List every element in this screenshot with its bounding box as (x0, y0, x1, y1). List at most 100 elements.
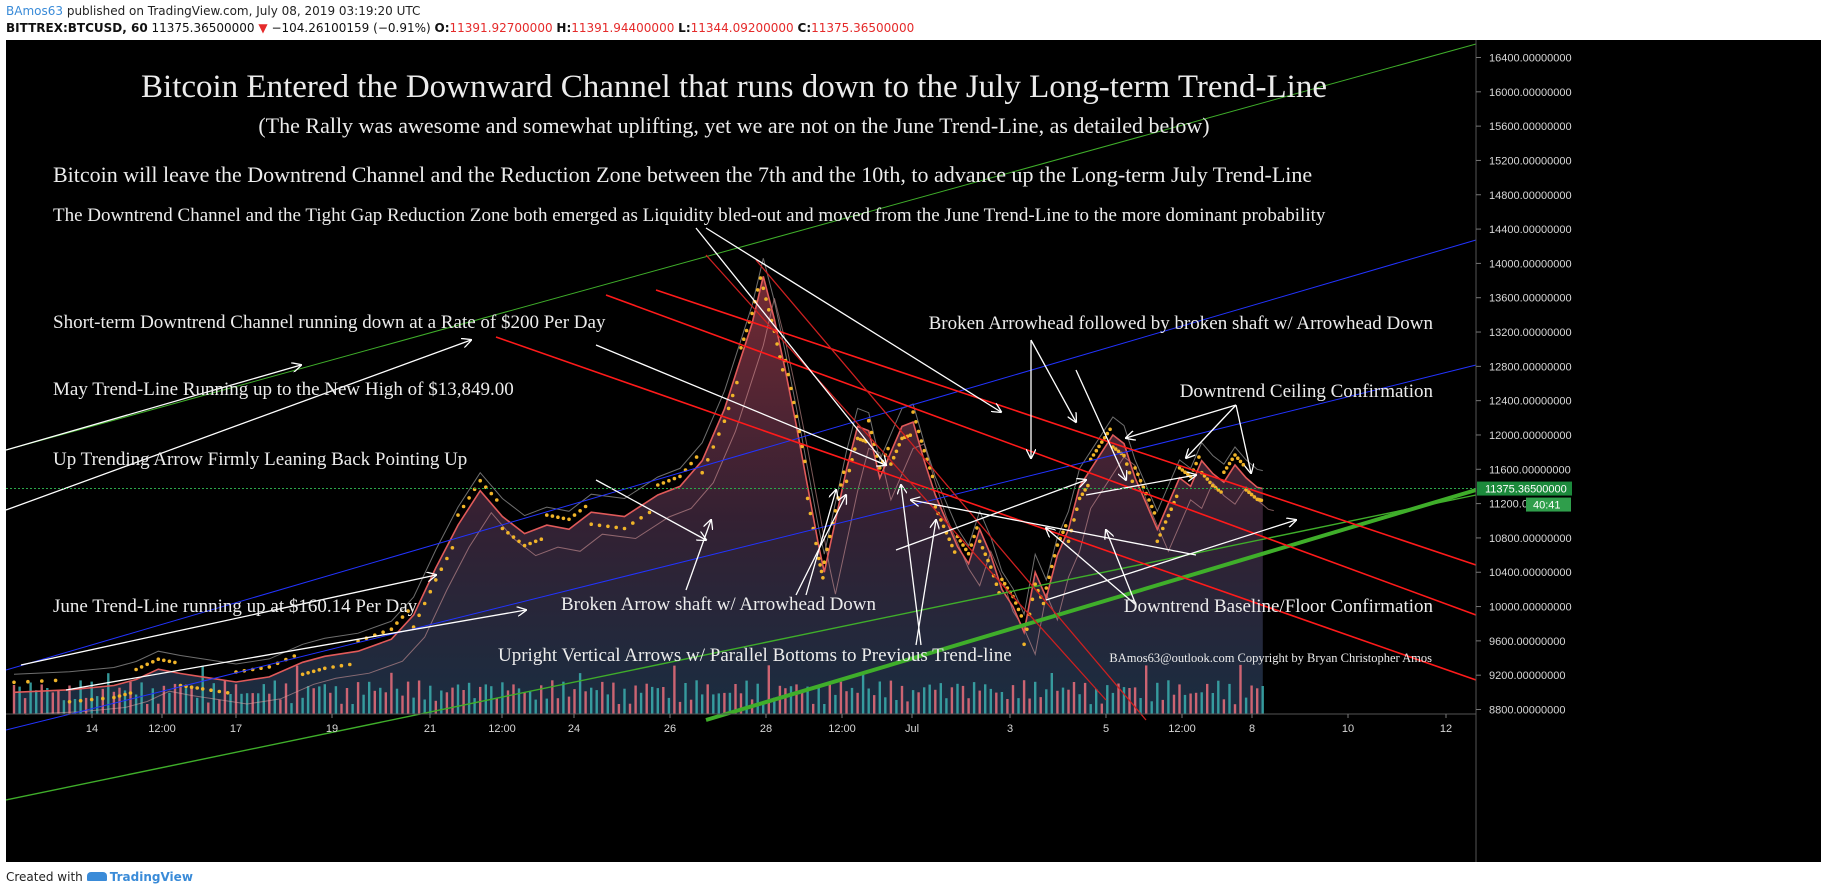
volume-bar (445, 692, 449, 714)
trend-line (495, 336, 1477, 681)
indicator-dot (911, 410, 915, 414)
indicator-dot (1158, 533, 1162, 537)
annotation-arrow (915, 520, 936, 646)
volume-bar (706, 684, 709, 714)
indicator-dot (750, 311, 754, 316)
indicator-dot (545, 513, 549, 517)
indicator-dot (151, 660, 155, 664)
indicator-dot (789, 386, 793, 391)
indicator-dot (1127, 470, 1132, 475)
volume-bar (895, 700, 898, 714)
volume-bar (656, 688, 659, 714)
annotation-arrow (695, 227, 886, 465)
x-tick-label: 14 (86, 723, 98, 735)
indicator-dot (1000, 577, 1004, 582)
volume-bar (523, 692, 526, 714)
volume-bar (756, 683, 759, 714)
volume-bar (345, 688, 349, 714)
indicator-dot (667, 478, 671, 483)
indicator-dot (439, 567, 444, 571)
volume-bar (745, 680, 748, 714)
indicator-dot (1174, 494, 1179, 499)
indicator-dot (647, 510, 652, 515)
volume-bar (1178, 684, 1181, 714)
y-tick-label: 11600.00000000 (1489, 464, 1571, 476)
indicator-dot (711, 445, 716, 449)
volume-bar (401, 695, 404, 714)
x-tick-label: 12:00 (148, 723, 176, 735)
volume-bar (1228, 683, 1231, 714)
volume-bar (1206, 683, 1209, 714)
x-tick-label: Jul (905, 723, 919, 735)
indicator-dot (622, 526, 627, 531)
volume-bar (956, 683, 959, 714)
price-line (13, 276, 1263, 694)
trend-line (705, 254, 1107, 701)
indicator-dot (422, 601, 427, 606)
volume-bar (151, 688, 154, 714)
annotation-line3: Bitcoin will leave the Downtrend Channel… (53, 162, 1312, 187)
volume-bar (1017, 698, 1020, 714)
volume-bar (284, 683, 288, 714)
indicator-dot (808, 511, 813, 516)
volume-bar (306, 686, 310, 714)
volume-bar (1261, 686, 1264, 714)
volume-bar (12, 685, 16, 714)
indicator-dot (639, 516, 643, 520)
indicator-dot (167, 659, 172, 664)
volume-bar (867, 688, 870, 714)
volume-bar (196, 697, 199, 714)
volume-bar (1000, 692, 1004, 714)
indicator-dot (730, 393, 735, 398)
indicator-dot (818, 563, 822, 567)
volume-bar (701, 694, 704, 714)
indicator-dot (694, 455, 699, 459)
volume-bar (84, 697, 88, 714)
chart-panel[interactable]: 16400.00000000 16000.00000000 15600.000000… (6, 40, 1821, 862)
volume-bar (290, 703, 293, 714)
x-tick-label: 12:00 (488, 723, 516, 735)
indicator-dot (117, 694, 122, 698)
indicator-dot (606, 524, 610, 529)
tradingview-link[interactable]: TradingView (109, 870, 193, 884)
volume-bar (1117, 683, 1120, 714)
volume-bar (662, 687, 665, 714)
indicator-dot (1180, 468, 1185, 472)
volume-bar (678, 701, 682, 714)
volume-bar (856, 692, 859, 714)
volume-bar (845, 691, 848, 714)
volume-bar (495, 698, 498, 714)
y-tick-label: 16400.00000000 (1489, 53, 1572, 65)
price-chart[interactable]: 16400.00000000 16000.00000000 15600.000000… (6, 40, 1821, 862)
indicator-dot (1025, 627, 1029, 632)
indicator-dot (1169, 507, 1173, 512)
indicator-dot (495, 498, 499, 502)
y-tick-label: 9200.00000000 (1489, 670, 1565, 682)
indicator-dot (844, 479, 849, 484)
volume-bar (517, 688, 521, 714)
indicator-dot (1136, 472, 1140, 477)
indicator-dot (839, 483, 843, 487)
indicator-dot (1083, 488, 1087, 492)
volume-bar (978, 690, 981, 714)
indicator-dot (853, 447, 857, 451)
volume-bar (462, 690, 465, 714)
volume-bar (839, 681, 843, 714)
volume-bar (62, 700, 66, 714)
indicator-dot (406, 609, 410, 613)
indicator-dot (952, 550, 957, 554)
volume-bar (995, 692, 998, 714)
volume-bar (118, 687, 121, 714)
indicator-dot (961, 543, 965, 547)
annotation-arrow (1046, 528, 1137, 606)
indicator-dot (128, 691, 133, 695)
annotation-up-trending: Up Trending Arrow Firmly Leaning Back Po… (53, 449, 467, 470)
author-link[interactable]: BAmos63 (6, 4, 63, 18)
trend-line (6, 364, 1477, 731)
volume-bar (1072, 682, 1076, 714)
indicator-dot (517, 539, 521, 544)
x-tick-label: 5 (1103, 723, 1109, 735)
annotation-arrow (795, 495, 846, 596)
indicator-dot (919, 439, 924, 443)
volume-bar (329, 692, 332, 714)
